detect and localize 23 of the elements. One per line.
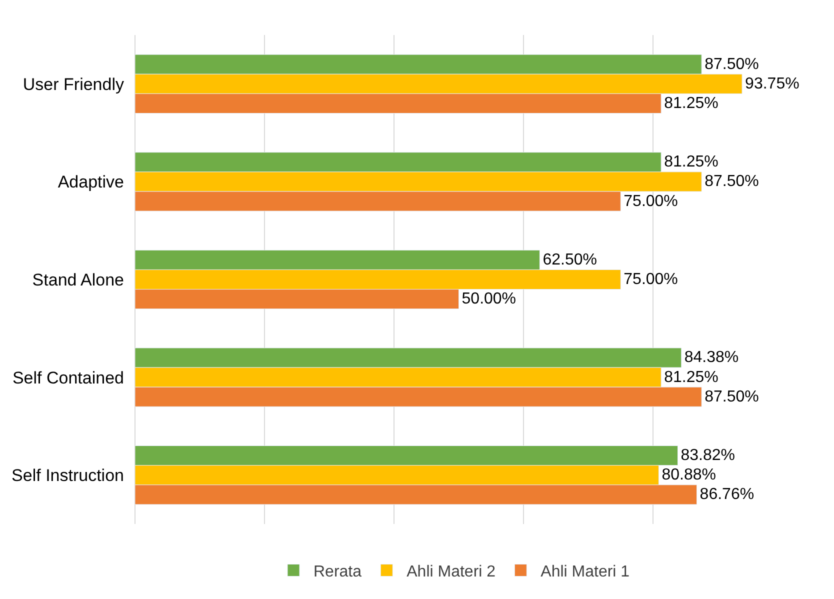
data-label: 83.82% bbox=[680, 447, 736, 464]
data-label: 50.00% bbox=[462, 290, 516, 308]
y-tick-label: User Friendly bbox=[22, 74, 124, 94]
legend-label: Rerata bbox=[314, 563, 362, 580]
data-label: 81.25% bbox=[664, 94, 718, 112]
data-label: 87.50% bbox=[704, 388, 759, 406]
data-label: 75.00% bbox=[624, 271, 678, 288]
data-label: 87.50% bbox=[704, 173, 759, 190]
legend-label: Ahli Materi 1 bbox=[540, 563, 630, 580]
data-label: 87.50% bbox=[704, 56, 759, 73]
data-label: 62.50% bbox=[542, 251, 597, 268]
data-label: 84.38% bbox=[684, 349, 739, 366]
y-tick-label: Self Instruction bbox=[12, 466, 124, 486]
y-tick-label: Self Contained bbox=[12, 368, 124, 388]
data-label: 81.25% bbox=[664, 154, 718, 171]
data-label: 93.75% bbox=[745, 75, 800, 92]
data-label: 75.00% bbox=[624, 192, 678, 210]
y-tick-label: Stand Alone bbox=[32, 270, 124, 290]
legend-label: Ahli Materi 2 bbox=[406, 563, 496, 580]
data-label: 86.76% bbox=[700, 486, 754, 504]
data-label: 81.25% bbox=[664, 368, 718, 386]
y-tick-label: Adaptive bbox=[58, 172, 124, 192]
data-label: 80.88% bbox=[662, 466, 716, 484]
